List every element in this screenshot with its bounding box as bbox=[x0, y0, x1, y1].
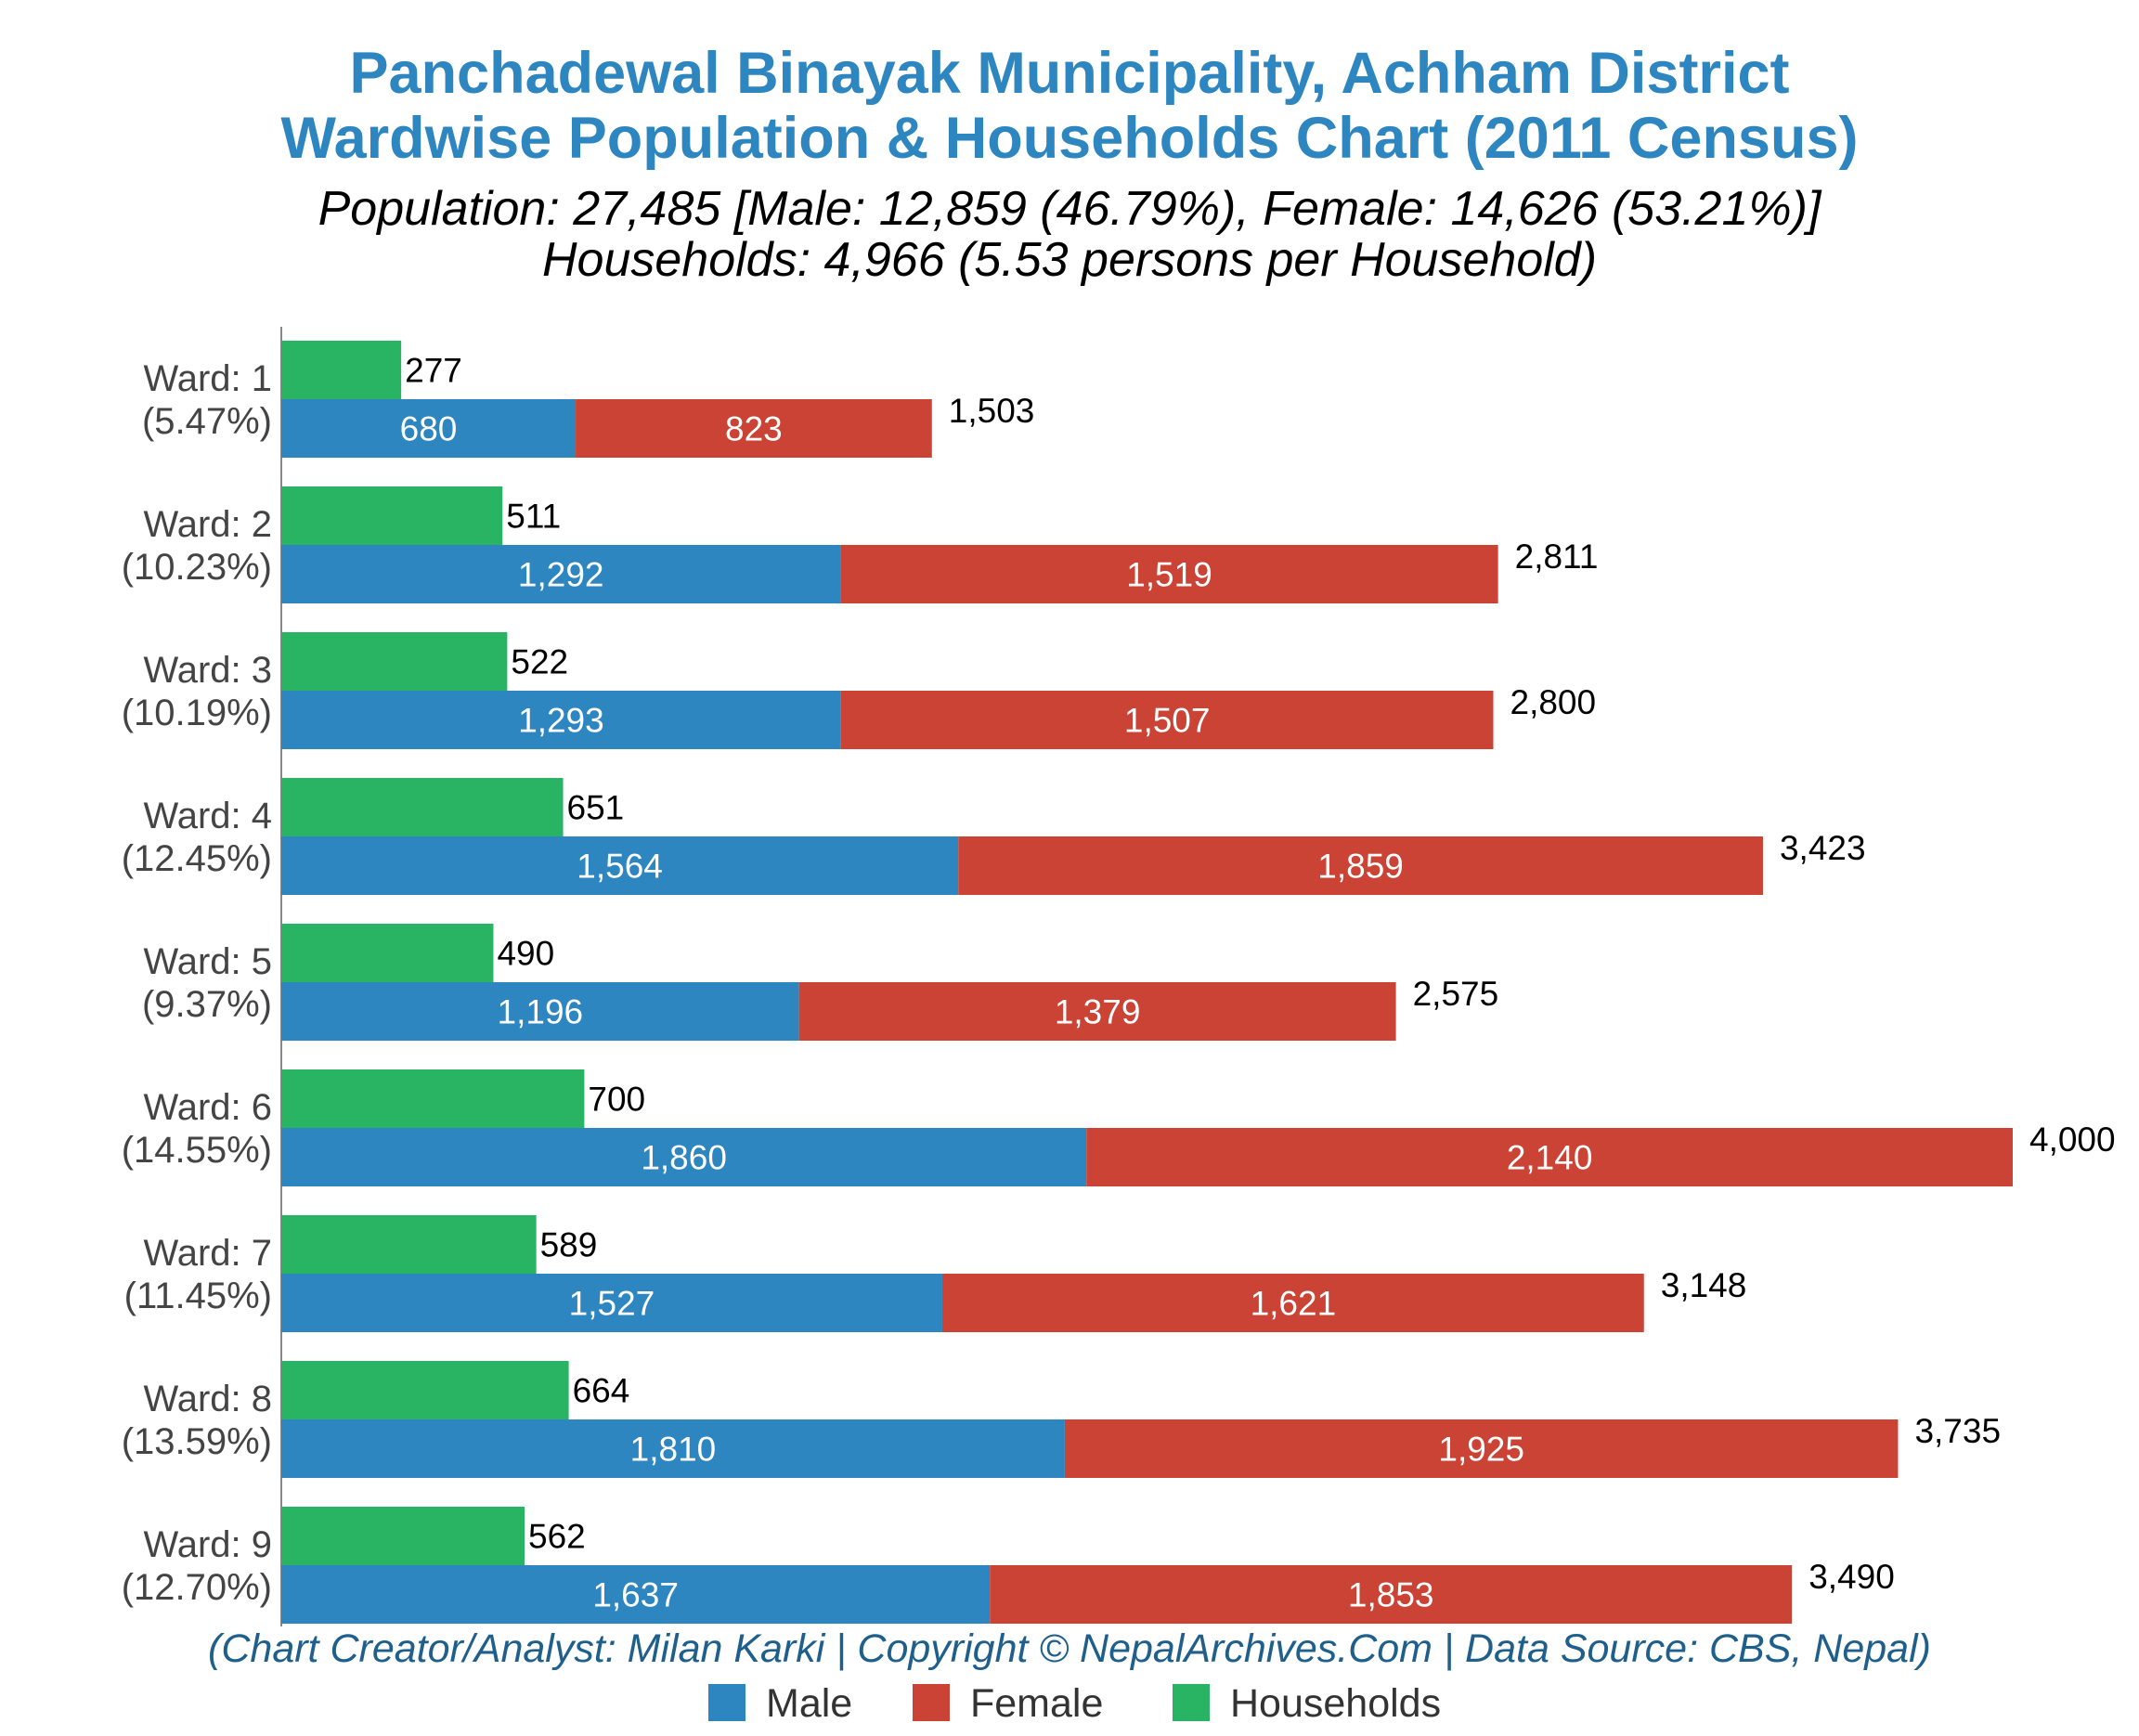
total-label-ward-8: 3,735 bbox=[1914, 1412, 2001, 1450]
total-label-ward-1: 1,503 bbox=[949, 392, 1035, 430]
legend: Male Female Households bbox=[708, 1681, 1441, 1726]
female-bar-ward-3 bbox=[840, 691, 1494, 749]
ward-share-label-3: (10.19%) bbox=[122, 693, 272, 733]
households-bar-ward-4 bbox=[281, 778, 564, 836]
households-bar-ward-1 bbox=[281, 341, 402, 399]
female-label-ward-1: 823 bbox=[725, 410, 783, 448]
households-label-ward-8: 664 bbox=[573, 1372, 630, 1410]
legend-swatch-female bbox=[913, 1684, 950, 1721]
households-label-ward-5: 490 bbox=[497, 935, 554, 973]
bars-group: 277 680 823 1,503 Ward: 1(5.47%) 511 1,292 1,51… bbox=[122, 341, 2116, 1624]
ward-label-2: Ward: 2 bbox=[143, 504, 272, 545]
households-bar-ward-5 bbox=[281, 924, 494, 982]
female-bar-ward-4 bbox=[958, 836, 1763, 895]
ward-share-label-5: (9.37%) bbox=[142, 984, 272, 1025]
male-bar-ward-7 bbox=[281, 1274, 942, 1332]
ward-share-label-4: (12.45%) bbox=[122, 838, 272, 879]
female-bar-ward-1 bbox=[576, 399, 932, 458]
households-bar-ward-8 bbox=[281, 1361, 569, 1419]
male-label-ward-6: 1,860 bbox=[641, 1139, 727, 1177]
female-label-ward-3: 1,507 bbox=[1124, 702, 1211, 740]
ward-label-8: Ward: 8 bbox=[143, 1379, 272, 1419]
chart-subtitle-line1: Population: 27,485 [Male: 12,859 (46.79%… bbox=[318, 182, 1822, 236]
male-bar-ward-6 bbox=[281, 1128, 1087, 1186]
ward-label-4: Ward: 4 bbox=[143, 796, 272, 836]
female-label-ward-2: 1,519 bbox=[1126, 556, 1212, 594]
chart-title-line1: Panchadewal Binayak Municipality, Achham… bbox=[350, 41, 1790, 106]
ward-share-label-9: (12.70%) bbox=[122, 1567, 272, 1608]
legend-label-households: Households bbox=[1230, 1681, 1441, 1726]
male-bar-ward-3 bbox=[281, 691, 841, 749]
male-label-ward-4: 1,564 bbox=[577, 848, 663, 886]
households-label-ward-4: 651 bbox=[567, 789, 625, 827]
legend-swatch-households bbox=[1173, 1684, 1210, 1721]
male-bar-ward-4 bbox=[281, 836, 959, 895]
households-bar-ward-7 bbox=[281, 1215, 537, 1274]
male-label-ward-5: 1,196 bbox=[498, 993, 584, 1031]
ward-share-label-2: (10.23%) bbox=[122, 547, 272, 588]
female-bar-ward-8 bbox=[1064, 1419, 1899, 1478]
ward-label-5: Ward: 5 bbox=[143, 941, 272, 982]
households-bar-ward-2 bbox=[281, 486, 503, 545]
ward-label-1: Ward: 1 bbox=[143, 358, 272, 399]
total-label-ward-7: 3,148 bbox=[1661, 1266, 1747, 1304]
total-label-ward-4: 3,423 bbox=[1780, 829, 1866, 867]
female-label-ward-9: 1,853 bbox=[1348, 1576, 1434, 1614]
total-label-ward-2: 2,811 bbox=[1515, 538, 1599, 576]
total-label-ward-5: 2,575 bbox=[1413, 975, 1499, 1013]
female-label-ward-7: 1,621 bbox=[1251, 1285, 1337, 1323]
chart-credit: (Chart Creator/Analyst: Milan Karki | Co… bbox=[208, 1626, 1931, 1671]
female-bar-ward-9 bbox=[990, 1565, 1793, 1624]
ward-label-6: Ward: 6 bbox=[143, 1087, 272, 1128]
male-bar-ward-8 bbox=[281, 1419, 1065, 1478]
female-label-ward-5: 1,379 bbox=[1055, 993, 1141, 1031]
male-bar-ward-9 bbox=[281, 1565, 991, 1624]
male-bar-ward-2 bbox=[281, 545, 841, 603]
chart-subtitle-line2: Households: 4,966 (5.53 persons per Hous… bbox=[542, 233, 1597, 287]
households-label-ward-6: 700 bbox=[588, 1081, 645, 1119]
total-label-ward-9: 3,490 bbox=[1808, 1558, 1895, 1596]
ward-share-label-6: (14.55%) bbox=[122, 1130, 272, 1171]
female-bar-ward-7 bbox=[941, 1274, 1644, 1332]
female-bar-ward-6 bbox=[1086, 1128, 2013, 1186]
female-label-ward-8: 1,925 bbox=[1438, 1431, 1524, 1469]
legend-swatch-male bbox=[708, 1684, 745, 1721]
male-label-ward-7: 1,527 bbox=[569, 1285, 655, 1323]
male-bar-ward-5 bbox=[281, 982, 799, 1041]
households-label-ward-1: 277 bbox=[405, 352, 462, 390]
ward-label-3: Ward: 3 bbox=[143, 650, 272, 691]
male-label-ward-9: 1,637 bbox=[592, 1576, 679, 1614]
legend-label-female: Female bbox=[970, 1681, 1103, 1726]
households-bar-ward-3 bbox=[281, 632, 508, 691]
households-label-ward-9: 562 bbox=[528, 1518, 586, 1556]
female-label-ward-6: 2,140 bbox=[1507, 1139, 1593, 1177]
ward-share-label-1: (5.47%) bbox=[142, 401, 272, 442]
ward-label-9: Ward: 9 bbox=[143, 1524, 272, 1565]
households-label-ward-3: 522 bbox=[511, 643, 568, 681]
male-label-ward-8: 1,810 bbox=[630, 1431, 717, 1469]
ward-label-7: Ward: 7 bbox=[143, 1233, 272, 1274]
households-bar-ward-6 bbox=[281, 1069, 585, 1128]
ward-share-label-8: (13.59%) bbox=[122, 1421, 272, 1462]
female-bar-ward-2 bbox=[840, 545, 1498, 603]
chart-title-line2: Wardwise Population & Households Chart (… bbox=[281, 106, 1859, 171]
male-label-ward-1: 680 bbox=[400, 410, 458, 448]
male-label-ward-3: 1,293 bbox=[518, 702, 604, 740]
male-bar-ward-1 bbox=[281, 399, 577, 458]
total-label-ward-6: 4,000 bbox=[2029, 1121, 2116, 1159]
ward-share-label-7: (11.45%) bbox=[124, 1276, 272, 1316]
total-label-ward-3: 2,800 bbox=[1510, 683, 1597, 721]
female-label-ward-4: 1,859 bbox=[1317, 848, 1404, 886]
households-label-ward-2: 511 bbox=[506, 498, 561, 536]
households-label-ward-7: 589 bbox=[540, 1226, 598, 1264]
female-bar-ward-5 bbox=[798, 982, 1396, 1041]
male-label-ward-2: 1,292 bbox=[518, 556, 604, 594]
households-bar-ward-9 bbox=[281, 1507, 525, 1565]
legend-label-male: Male bbox=[766, 1681, 852, 1726]
